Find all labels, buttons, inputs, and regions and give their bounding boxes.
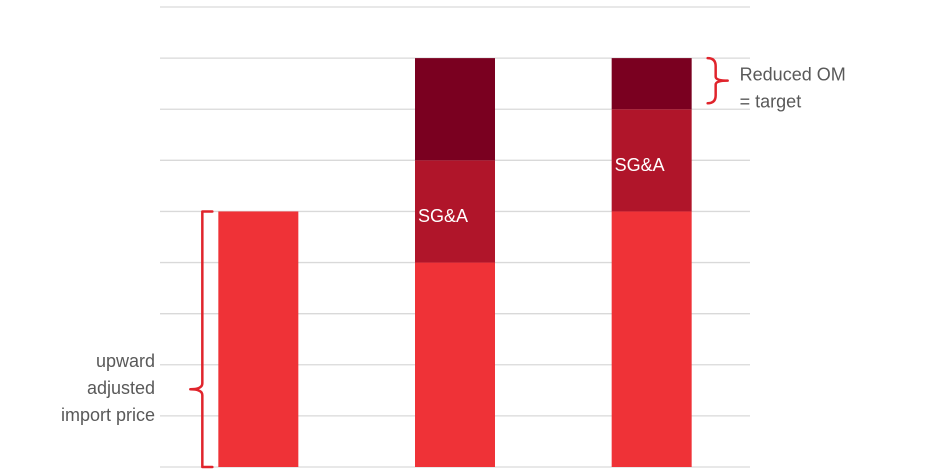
brace bbox=[189, 210, 214, 469]
bar-segment bbox=[611, 109, 692, 212]
annotation: import price bbox=[61, 405, 155, 425]
bar-segment bbox=[415, 262, 495, 467]
annotation: = target bbox=[740, 91, 802, 111]
bar-segment bbox=[415, 58, 495, 161]
bar-segment bbox=[611, 211, 692, 467]
brace bbox=[706, 56, 729, 105]
annotation: adjusted bbox=[87, 378, 155, 398]
bar-segment bbox=[611, 58, 692, 110]
annotation: upward bbox=[96, 351, 155, 371]
bar-segment bbox=[415, 160, 495, 263]
annotation: Reduced OM bbox=[740, 64, 846, 84]
segment-label: SG&A bbox=[615, 155, 665, 175]
segment-label: SG&A bbox=[418, 206, 468, 226]
bar-segment bbox=[218, 211, 299, 467]
